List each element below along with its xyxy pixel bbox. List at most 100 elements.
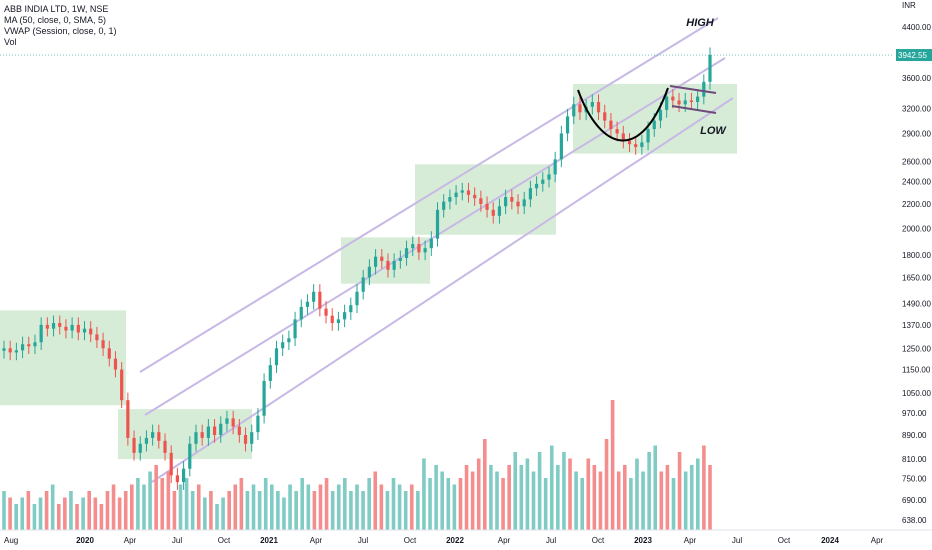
volume-bar — [8, 497, 12, 530]
volume-bar — [75, 504, 79, 530]
volume-bar — [32, 504, 37, 530]
volume-bar — [373, 471, 378, 530]
candle-body — [120, 369, 124, 401]
volume-bar — [531, 471, 536, 530]
volume-bar — [622, 465, 627, 530]
candle-body — [305, 301, 310, 307]
candle-body — [225, 418, 229, 424]
candle-body — [188, 443, 192, 469]
legend-ma[interactable]: MA (50, close, 0, SMA, 5) — [4, 15, 107, 25]
candle-body — [293, 319, 297, 339]
volume-bar — [263, 478, 268, 530]
channel-line — [144, 57, 726, 416]
candle-body — [460, 190, 464, 193]
candle-body — [132, 437, 136, 453]
candle-body — [58, 323, 62, 327]
legend-symbol[interactable]: ABB INDIA LTD, 1W, NSE — [4, 4, 109, 14]
legend-vol[interactable]: Vol — [4, 37, 17, 47]
volume-bar — [483, 439, 487, 530]
volume-bar — [56, 504, 61, 530]
volume-bar — [154, 465, 158, 530]
x-tick-label: Oct — [404, 536, 417, 545]
consolidation-box — [573, 83, 737, 154]
x-tick-label: Jul — [732, 536, 742, 545]
candle-body — [163, 440, 167, 453]
volume-bar — [251, 484, 256, 530]
volume-bar — [269, 484, 274, 530]
volume-bar — [379, 484, 384, 530]
cup-curve — [577, 87, 669, 142]
candle-body — [565, 116, 570, 134]
volume-bar — [513, 452, 518, 530]
y-tick-label: 750.00 — [902, 475, 927, 484]
x-tick-label: Apr — [310, 536, 323, 545]
volume-bar — [696, 458, 700, 530]
volume-bar — [708, 465, 712, 530]
price-axis[interactable]: INR 4400.00 3600.00 3200.00 2900.00 2600.00 24… — [0, 1, 932, 525]
volume-bar — [616, 471, 621, 530]
volume-bar — [172, 491, 177, 530]
candle-body — [299, 306, 303, 320]
time-axis[interactable]: Aug 2020 Apr Jul Oct 2021 Apr Jul Oct 2022 Apr Jul O… — [0, 529, 932, 545]
volume-bar — [574, 471, 578, 530]
volume-bar — [306, 484, 311, 530]
x-tick-label: Apr — [684, 536, 697, 545]
volume-bar — [428, 478, 432, 530]
volume-bar — [604, 439, 609, 530]
volume-bars — [2, 400, 712, 530]
candle-body — [243, 435, 248, 444]
volume-bar — [130, 484, 134, 530]
volume-bar — [117, 497, 122, 530]
x-tick-label: Apr — [124, 536, 137, 545]
volume-bar — [403, 491, 408, 530]
volume-bar — [318, 484, 323, 530]
cup-and-handle-drawing — [577, 85, 717, 142]
candle-body — [318, 291, 322, 309]
volume-bar — [99, 504, 104, 530]
candle-body — [64, 326, 68, 331]
candle-body — [330, 315, 334, 324]
candle-body — [113, 358, 118, 370]
candle-body — [256, 415, 260, 433]
volume-bar — [336, 484, 341, 530]
volume-bar — [233, 484, 238, 530]
candle-body — [559, 133, 563, 160]
candle-body — [380, 256, 384, 261]
x-tick-label: Aug — [4, 536, 18, 545]
volume-bar — [215, 504, 219, 530]
candle-body — [2, 348, 6, 351]
volume-bar — [227, 491, 231, 530]
volume-bar — [142, 484, 146, 530]
volume-bar — [166, 471, 171, 530]
candle-body — [510, 197, 514, 202]
legend-vwap[interactable]: VWAP (Session, close, 0, 1) — [4, 26, 117, 36]
volume-bar — [239, 478, 244, 530]
volume-bar — [647, 452, 651, 530]
candle-body — [287, 338, 291, 343]
candle-body — [596, 101, 601, 113]
y-tick-label: 2000.00 — [902, 224, 931, 233]
trend-channel — [139, 17, 734, 483]
volume-bar — [422, 458, 426, 530]
candle-body — [200, 432, 204, 438]
candle-body — [8, 348, 12, 353]
volume-bar — [683, 471, 688, 530]
volume-bar — [111, 484, 116, 530]
candle-body — [336, 319, 341, 324]
volume-bar — [276, 491, 280, 530]
x-tick-label: Jul — [358, 536, 368, 545]
y-tick-label: 4400.00 — [902, 23, 931, 32]
y-tick-label: 3600.00 — [902, 74, 931, 83]
candle-body — [578, 104, 582, 113]
y-tick-label: 1370.00 — [902, 321, 931, 330]
y-tick-label: 3200.00 — [902, 104, 931, 113]
candlesticks — [2, 47, 712, 490]
candle-body — [547, 174, 551, 180]
volume-bar — [367, 478, 371, 530]
candle-body — [708, 55, 712, 82]
volume-bar — [659, 471, 664, 530]
candle-body — [386, 260, 390, 270]
volume-bar — [629, 478, 633, 530]
volume-bar — [136, 478, 140, 530]
